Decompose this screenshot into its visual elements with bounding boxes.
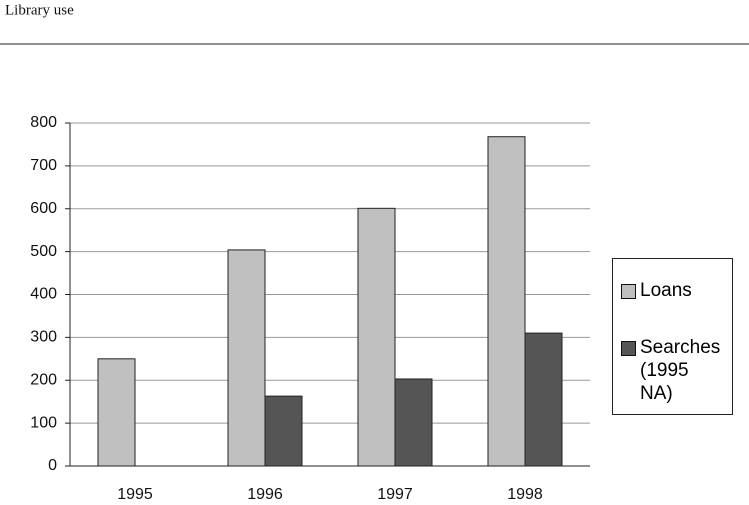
legend-entry: Searches (1995 NA) — [621, 336, 726, 405]
x-tick-label: 1995 — [117, 486, 153, 503]
x-tick-label: 1996 — [247, 486, 283, 503]
y-tick-label: 800 — [30, 114, 57, 131]
y-tick-label: 600 — [30, 200, 57, 217]
legend-label: Loans — [640, 280, 692, 301]
y-tick-label: 500 — [30, 243, 57, 260]
legend-entry: Loans — [621, 279, 726, 302]
x-tick-label: 1997 — [377, 486, 413, 503]
legend-swatch — [621, 284, 636, 299]
y-tick-label: 100 — [30, 414, 57, 431]
legend: Loans Searches (1995 NA) — [612, 258, 733, 415]
bar — [264, 395, 303, 467]
bar — [357, 207, 396, 467]
y-tick-label: 0 — [48, 457, 57, 474]
bar — [524, 332, 563, 467]
bar — [97, 358, 136, 467]
y-tick-label: 300 — [30, 329, 57, 346]
bar — [487, 136, 526, 467]
legend-swatch — [621, 341, 636, 356]
bar — [394, 378, 433, 467]
y-tick-label: 200 — [30, 371, 57, 388]
y-tick-label: 700 — [30, 157, 57, 174]
bar — [227, 249, 266, 467]
legend-label: Searches (1995 NA) — [640, 337, 721, 404]
y-tick-label: 400 — [30, 286, 57, 303]
chart-title: Library use — [5, 2, 74, 18]
x-tick-label: 1998 — [507, 486, 543, 503]
